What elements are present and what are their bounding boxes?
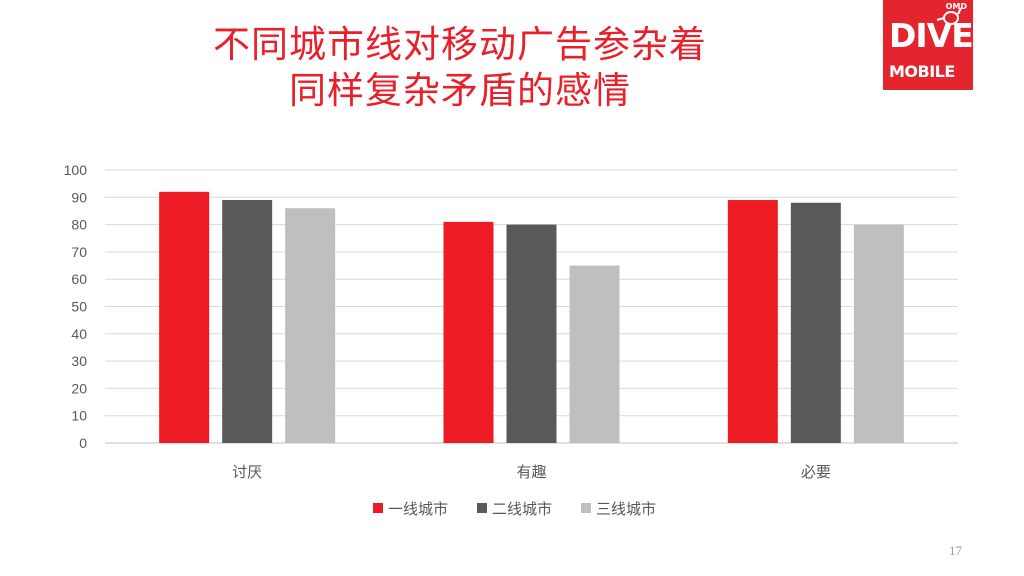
legend-swatch [477, 503, 487, 513]
legend-swatch [581, 503, 591, 513]
bar [159, 191, 210, 443]
x-category-label: 讨厌 [232, 463, 262, 481]
y-tick-label: 30 [71, 353, 87, 369]
logo-omd-text: OMD [945, 2, 967, 11]
logo-dive-text: DIVE [889, 16, 973, 55]
y-tick-label: 100 [64, 162, 88, 178]
slide-title: 不同城市线对移动广告参杂着 同样复杂矛盾的感情 [0, 22, 920, 114]
legend-label: 二线城市 [492, 500, 552, 518]
y-tick-label: 60 [71, 271, 87, 287]
y-tick-label: 90 [71, 189, 87, 205]
page-number: 17 [949, 543, 962, 558]
legend-label: 一线城市 [388, 500, 448, 518]
legend-label: 三线城市 [596, 500, 656, 518]
x-category-label: 必要 [801, 463, 831, 481]
bar [790, 202, 841, 443]
bar [222, 200, 273, 443]
dive-mobile-logo: OMD DIVE MOBILE [883, 0, 973, 90]
y-tick-label: 20 [71, 380, 87, 396]
y-tick-label: 50 [71, 299, 87, 315]
title-line-1: 不同城市线对移动广告参杂着 [213, 23, 707, 66]
legend-swatch [373, 503, 383, 513]
y-tick-label: 80 [71, 217, 87, 233]
bar [285, 208, 336, 443]
diver-mask-icon [936, 7, 962, 25]
bar [443, 221, 494, 443]
y-tick-label: 10 [71, 408, 87, 424]
bar [853, 224, 904, 443]
bar [727, 200, 778, 443]
bar [506, 224, 557, 443]
x-category-label: 有趣 [516, 463, 546, 481]
y-tick-label: 40 [71, 326, 87, 342]
title-line-2: 同样复杂矛盾的感情 [289, 69, 631, 112]
logo-mobile-text: MOBILE [889, 62, 955, 81]
y-tick-label: 0 [79, 435, 87, 451]
y-tick-label: 70 [71, 244, 87, 260]
bar [569, 265, 620, 443]
